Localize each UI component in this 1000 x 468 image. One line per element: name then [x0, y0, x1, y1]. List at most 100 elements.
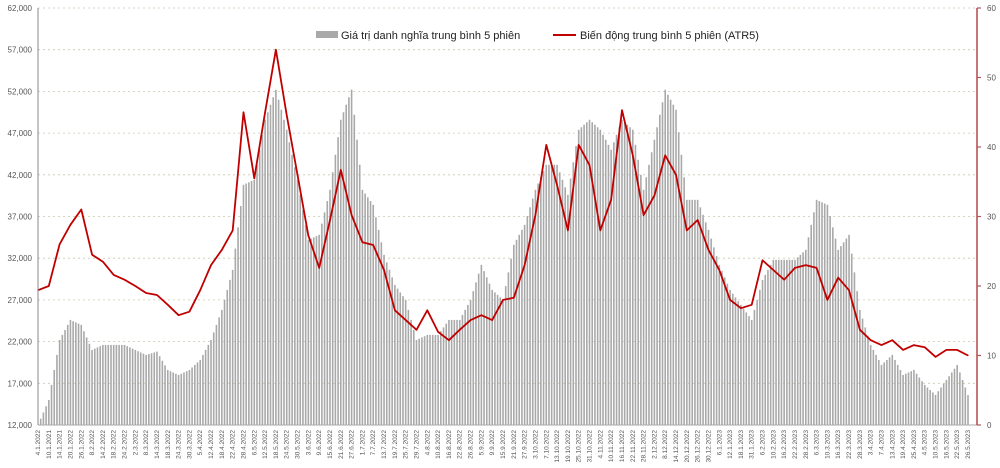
line-point	[664, 154, 666, 156]
line-point	[361, 241, 364, 243]
legend-bar-swatch	[316, 31, 338, 38]
bar	[385, 262, 388, 425]
bar	[788, 259, 791, 425]
x-tick-label: 18.1.2023	[738, 430, 745, 459]
line-point	[751, 304, 753, 306]
x-tick-label: 26.5.2023	[965, 430, 972, 459]
bar	[104, 344, 107, 425]
bar	[110, 344, 112, 425]
bar	[39, 418, 42, 425]
bar	[207, 344, 210, 425]
bar	[334, 154, 337, 425]
line-point	[524, 264, 526, 266]
bar	[859, 309, 861, 425]
bar	[837, 249, 840, 425]
line-point	[686, 229, 688, 231]
bar	[342, 112, 345, 425]
bar	[294, 167, 296, 425]
bar	[910, 371, 913, 425]
bar	[558, 172, 561, 425]
bar	[556, 164, 558, 426]
x-tick-label: 8.12.2022	[662, 430, 669, 459]
line-point	[394, 309, 396, 311]
line-point	[934, 356, 937, 358]
bar	[815, 199, 818, 425]
x-tick-label: 24.3.2022	[176, 430, 183, 459]
bar	[699, 207, 702, 425]
x-tick-label: 6.1.2023	[716, 430, 723, 456]
bar	[588, 119, 591, 426]
bar	[748, 316, 750, 425]
y-right-tick-label: 0	[987, 421, 992, 430]
x-tick-label: 10.5.2023	[933, 430, 940, 459]
bar	[561, 179, 564, 425]
line-point	[156, 294, 158, 296]
bar	[823, 203, 826, 425]
bar	[475, 282, 477, 425]
bar	[775, 259, 777, 425]
bar	[77, 323, 80, 425]
bar	[548, 164, 550, 426]
x-tick-label: 13.7.2022	[381, 430, 388, 459]
bar	[442, 327, 445, 425]
bar	[899, 369, 902, 425]
line-point	[69, 224, 72, 226]
bar	[526, 216, 529, 425]
bar	[412, 329, 415, 425]
bar	[380, 242, 383, 425]
bar	[191, 367, 193, 425]
bar	[161, 360, 164, 425]
bar	[434, 334, 437, 425]
bar	[656, 127, 658, 426]
bar	[288, 142, 291, 426]
bar	[72, 321, 74, 425]
bar	[307, 239, 310, 425]
bar	[323, 212, 326, 425]
x-tick-label: 4.5.2023	[922, 430, 929, 456]
x-tick-label: 27.9.2022	[522, 430, 529, 459]
bar	[799, 254, 802, 425]
bar	[667, 94, 669, 426]
line-point	[253, 177, 255, 179]
bar	[959, 372, 961, 425]
bar	[450, 319, 453, 425]
bar	[780, 259, 783, 425]
bar	[942, 383, 945, 425]
x-tick-label: 6.3.2023	[814, 430, 821, 456]
x-tick-label: 10.8.2022	[435, 430, 442, 459]
bar	[164, 365, 166, 425]
line-point	[956, 349, 958, 351]
line-point	[91, 254, 93, 256]
bar	[180, 373, 183, 425]
x-tick-label: 16.11.2022	[619, 430, 626, 462]
bar	[280, 109, 283, 426]
bar	[750, 319, 753, 425]
line-point	[415, 329, 418, 331]
bar	[356, 139, 358, 425]
bar	[277, 99, 280, 426]
line-point	[859, 329, 861, 331]
bar	[472, 291, 475, 425]
bar	[75, 322, 77, 425]
bar	[331, 172, 334, 425]
x-tick-label: 24.2.2022	[122, 430, 129, 459]
x-tick-label: 25.7.2022	[403, 430, 410, 459]
line-point	[491, 319, 493, 321]
bar	[56, 354, 58, 425]
bar	[572, 162, 575, 426]
x-tick-label: 4.1.2022	[35, 430, 42, 456]
bar	[253, 179, 256, 425]
bar	[483, 271, 485, 425]
bar	[499, 297, 502, 425]
line-point	[761, 259, 764, 261]
line-point	[426, 309, 428, 311]
x-tick-label: 14.2.2022	[100, 430, 107, 459]
x-tick-label: 14.1.2021	[57, 430, 64, 459]
x-tick-label: 13.4.2023	[889, 430, 896, 459]
bar	[891, 354, 894, 425]
bar	[264, 119, 266, 426]
bar	[542, 171, 545, 425]
bar	[905, 373, 907, 425]
line-point	[805, 264, 807, 266]
